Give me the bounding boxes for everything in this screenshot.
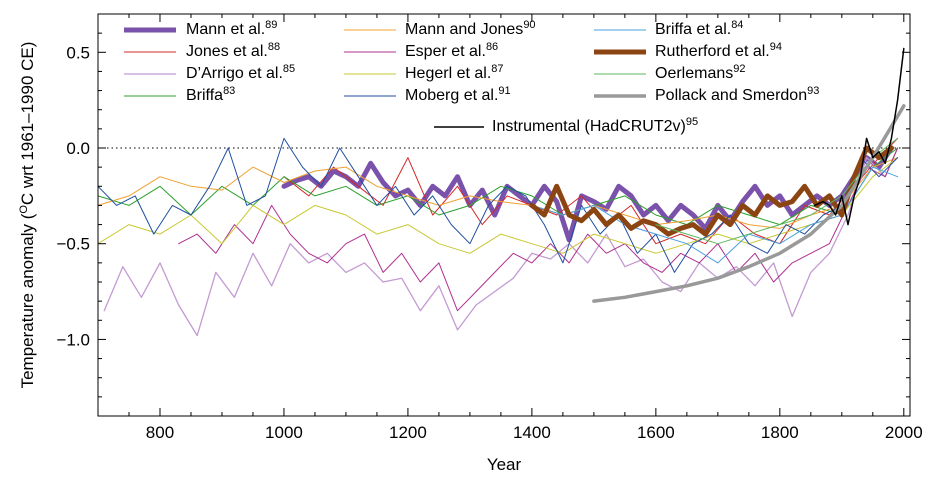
y-axis-label: Temperature anomaly (OC wrt 1961–1990 CE… <box>18 42 37 389</box>
legend-label-ref: 90 <box>523 19 535 31</box>
legend-label-ref: 83 <box>223 85 235 97</box>
legend-label-name: Mann et al. <box>186 21 265 38</box>
legend-label: Pollack and Smerdon93 <box>655 85 819 104</box>
legend-label-name: Pollack and Smerdon <box>655 87 807 104</box>
legend-label-name: Esper et al. <box>405 43 486 60</box>
legend-label-ref: 87 <box>491 63 503 75</box>
y-tick-label: −1.0 <box>56 330 90 349</box>
legend-label-ref: 92 <box>733 63 745 75</box>
legend-label-ref: 84 <box>731 19 743 31</box>
legend: Mann et al.89 Jones et al.88 D’Arrigo et a… <box>124 19 819 135</box>
legend-label: D’Arrigo et al.85 <box>186 63 295 82</box>
legend-label: Instrumental (HadCRUT2v)95 <box>492 116 698 135</box>
legend-label-ref: 95 <box>686 116 698 128</box>
series-line-2 <box>103 147 899 337</box>
y-axis-label-rest: C wrt 1961–1990 CE) <box>18 42 37 205</box>
legend-label: Oerlemans92 <box>655 63 746 82</box>
legend-label-ref: 93 <box>807 85 819 97</box>
y-axis-label-main: Temperature anomaly ( <box>18 213 37 388</box>
series-line-7 <box>97 137 899 273</box>
series-line-9 <box>529 145 894 237</box>
legend-label-ref: 88 <box>268 41 280 53</box>
legend-label-name: Jones et al. <box>186 43 268 60</box>
y-axis-label-sup: O <box>18 205 30 214</box>
series-line-4 <box>97 157 899 229</box>
legend-label: Mann et al.89 <box>186 19 277 38</box>
x-tick-label: 2000 <box>885 423 923 442</box>
legend-label-name: Rutherford et al. <box>655 43 770 60</box>
legend-label-name: Oerlemans <box>655 65 733 82</box>
legend-label-ref: 85 <box>283 63 295 75</box>
series-line-6 <box>97 157 899 254</box>
legend-label-ref: 91 <box>498 85 510 97</box>
axis-ticks: 800 1000 1200 1400 1600 1800 2000 0.5 0.0 −0.5 −1.… <box>56 14 923 442</box>
legend-label-name: Briffa <box>186 87 223 104</box>
legend-label-name: Briffa et al. <box>655 21 731 38</box>
legend-label: Briffa et al.84 <box>655 19 743 38</box>
series-line-12 <box>813 47 905 226</box>
x-tick-label: 1600 <box>637 423 675 442</box>
plot-frame <box>97 13 911 417</box>
y-tick-label: −0.5 <box>56 235 90 254</box>
y-tick-label: 0.5 <box>66 43 90 62</box>
x-tick-label: 1800 <box>761 423 799 442</box>
x-tick-label: 1000 <box>265 423 303 442</box>
legend-label: Hegerl et al.87 <box>405 63 504 82</box>
legend-label-name: D’Arrigo et al. <box>186 65 283 82</box>
legend-label: Moberg et al.91 <box>405 85 511 104</box>
legend-label-name: Hegerl et al. <box>405 65 491 82</box>
legend-label: Briffa83 <box>186 85 235 104</box>
legend-label-name: Instrumental (HadCRUT2v) <box>492 118 686 135</box>
legend-label: Mann and Jones90 <box>405 19 536 38</box>
series-line-11 <box>592 104 906 303</box>
legend-label: Rutherford et al.94 <box>655 41 782 60</box>
legend-label-ref: 89 <box>265 19 277 31</box>
legend-label-name: Mann and Jones <box>405 21 523 38</box>
series-line-0 <box>281 145 894 243</box>
series-line-3 <box>97 147 899 226</box>
series-line-5 <box>178 147 899 312</box>
x-tick-label: 1200 <box>389 423 427 442</box>
legend-label-ref: 86 <box>486 41 498 53</box>
plot-lines <box>97 47 910 337</box>
x-tick-label: 1400 <box>513 423 551 442</box>
legend-label-name: Moberg et al. <box>405 87 498 104</box>
x-axis-label: Year <box>487 455 522 474</box>
legend-label: Jones et al.88 <box>186 41 280 60</box>
x-tick-label: 800 <box>146 423 174 442</box>
y-tick-label: 0.0 <box>66 139 90 158</box>
legend-label-ref: 94 <box>770 41 782 53</box>
legend-label: Esper et al.86 <box>405 41 498 60</box>
